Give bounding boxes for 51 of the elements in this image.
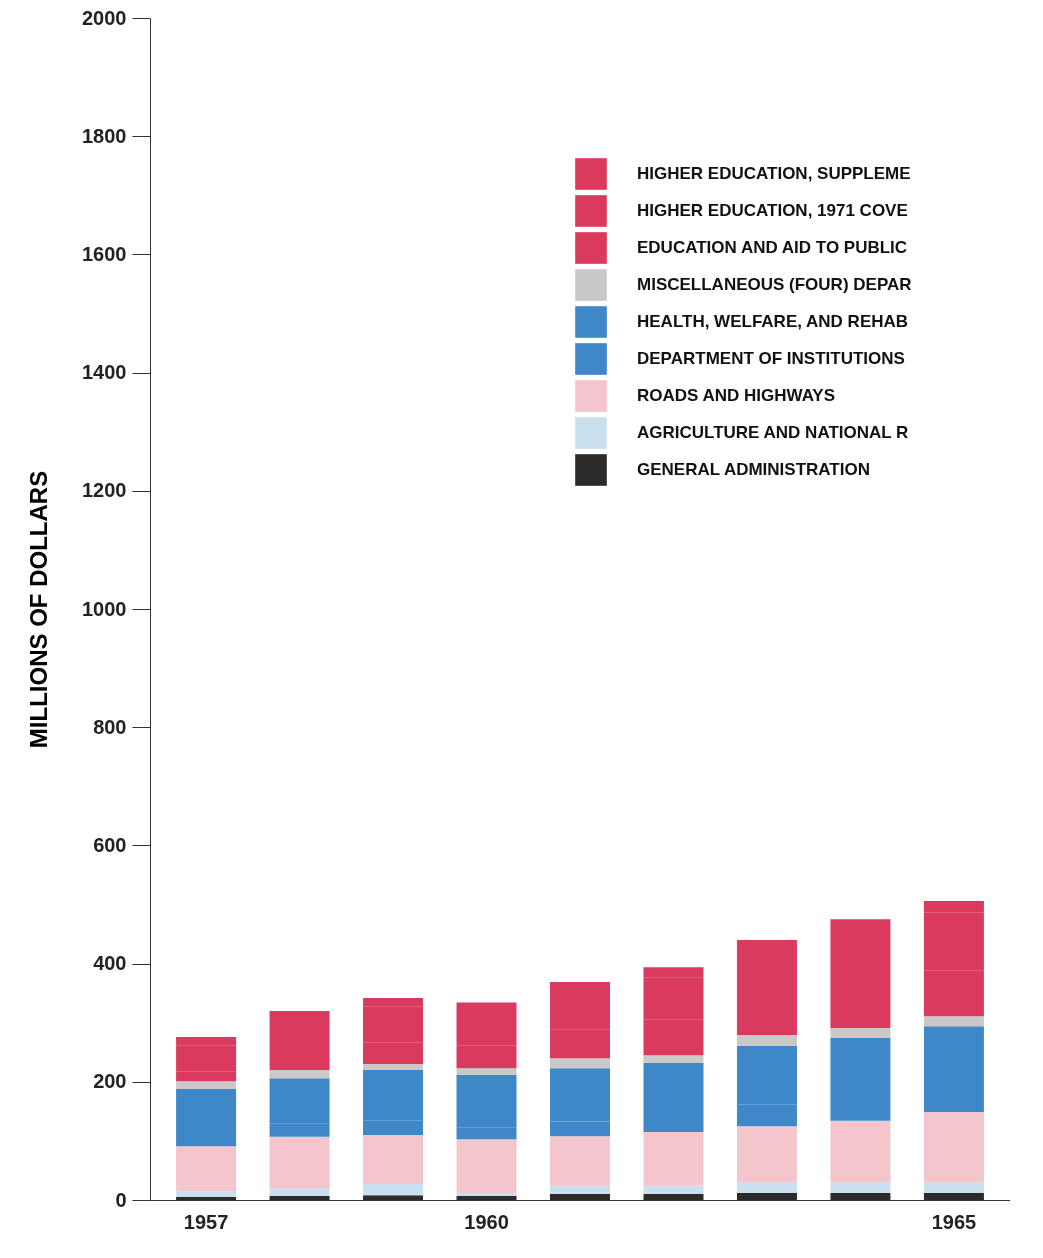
y-tick-label: 200 xyxy=(93,1070,127,1093)
bar xyxy=(456,1139,517,1193)
y-tick-label: 2000 xyxy=(82,6,127,29)
legend-label: HIGHER EDUCATION, SUPPLEME xyxy=(637,164,911,183)
bar xyxy=(269,1069,330,1079)
bar xyxy=(550,1185,610,1195)
legend-label: EDUCATION AND AID TO PUBLIC xyxy=(637,238,908,257)
y-tick-label: 800 xyxy=(93,715,127,738)
y-axis-title: MILLIONS OF DOLLARS xyxy=(25,470,53,749)
legend-label: DEPARTMENT OF INSTITUTIONS xyxy=(637,349,905,368)
y-tick-label: 1400 xyxy=(82,361,127,384)
y-tick-label: 400 xyxy=(93,952,127,975)
bar xyxy=(830,1182,891,1193)
bar xyxy=(830,1120,891,1183)
bar xyxy=(736,1182,797,1193)
bar xyxy=(269,1136,330,1189)
bar xyxy=(643,1185,704,1195)
bar xyxy=(456,1068,517,1075)
bar xyxy=(736,1126,797,1183)
x-tick-label: 1957 xyxy=(183,1210,229,1233)
legend-label: HIGHER EDUCATION, 1971 COVE xyxy=(637,201,908,220)
bar xyxy=(363,1184,424,1196)
legend-label: ROADS AND HIGHWAYS xyxy=(637,386,836,405)
y-tick-label: 1000 xyxy=(82,597,127,620)
bar xyxy=(363,1134,424,1185)
bar xyxy=(736,1035,797,1046)
legend-label: HEALTH, WELFARE, AND REHAB xyxy=(637,312,909,331)
legend-label: GENERAL ADMINISTRATION xyxy=(637,460,870,479)
legend-label: MISCELLANEOUS (FOUR) DEPAR xyxy=(637,275,912,294)
y-tick-label: 1800 xyxy=(82,124,127,147)
bar xyxy=(643,1055,704,1063)
y-tick-label: 0 xyxy=(115,1188,127,1211)
bar xyxy=(176,1146,237,1192)
bar xyxy=(456,1192,517,1196)
bar xyxy=(923,1182,984,1193)
bar xyxy=(363,1064,424,1070)
bar xyxy=(643,1132,704,1186)
legend-label: AGRICULTURE AND NATIONAL R xyxy=(637,423,909,442)
x-tick-label: 1960 xyxy=(464,1210,509,1233)
bar xyxy=(550,1136,610,1186)
bar xyxy=(923,1016,984,1027)
bar xyxy=(269,1188,330,1196)
bar xyxy=(923,1111,984,1183)
y-tick-label: 600 xyxy=(93,833,127,856)
bar xyxy=(176,1081,237,1089)
bar xyxy=(830,1028,891,1039)
bar xyxy=(550,1058,610,1069)
y-tick-label: 1200 xyxy=(82,479,127,502)
y-tick-label: 1600 xyxy=(82,242,127,265)
x-tick-label: 1965 xyxy=(931,1210,977,1233)
bar xyxy=(176,1191,237,1198)
